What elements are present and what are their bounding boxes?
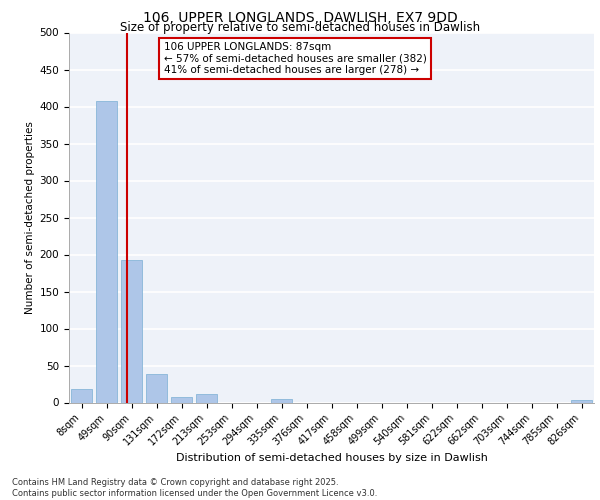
- Bar: [196, 394, 217, 402]
- Bar: [146, 374, 167, 402]
- Bar: [96, 100, 117, 403]
- Bar: [271, 399, 292, 402]
- Text: Size of property relative to semi-detached houses in Dawlish: Size of property relative to semi-detach…: [120, 21, 480, 34]
- Text: Contains HM Land Registry data © Crown copyright and database right 2025.
Contai: Contains HM Land Registry data © Crown c…: [12, 478, 377, 498]
- X-axis label: Distribution of semi-detached houses by size in Dawlish: Distribution of semi-detached houses by …: [176, 452, 487, 462]
- Bar: [121, 260, 142, 402]
- Text: 106, UPPER LONGLANDS, DAWLISH, EX7 9DD: 106, UPPER LONGLANDS, DAWLISH, EX7 9DD: [143, 11, 457, 25]
- Bar: [71, 389, 92, 402]
- Y-axis label: Number of semi-detached properties: Number of semi-detached properties: [25, 121, 35, 314]
- Bar: [171, 398, 192, 402]
- Text: 106 UPPER LONGLANDS: 87sqm
← 57% of semi-detached houses are smaller (382)
41% o: 106 UPPER LONGLANDS: 87sqm ← 57% of semi…: [163, 42, 427, 75]
- Bar: [571, 400, 592, 402]
